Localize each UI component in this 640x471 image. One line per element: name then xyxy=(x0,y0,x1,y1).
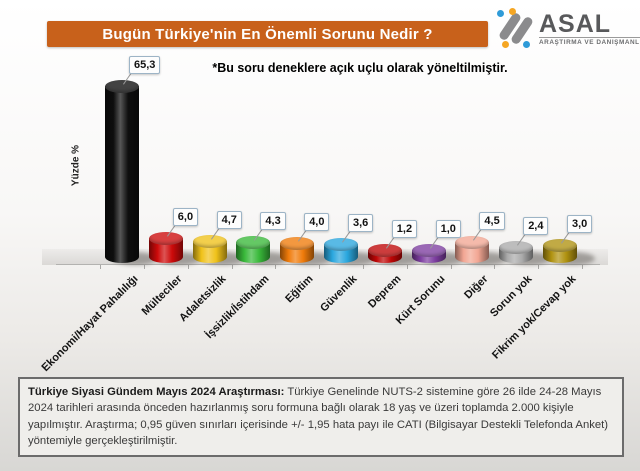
value-callout: 4,3 xyxy=(260,212,286,231)
value-callout: 4,0 xyxy=(304,212,330,231)
value-callout: 4,5 xyxy=(479,211,505,230)
chart-bar xyxy=(411,244,446,263)
chart-bar xyxy=(543,239,577,263)
value-callout: 3,0 xyxy=(567,215,593,234)
chart-bar xyxy=(280,236,315,263)
logo-subtitle: ARAŞTIRMA VE DANIŞMANLIK xyxy=(539,37,640,46)
value-callout: 6,0 xyxy=(172,207,199,226)
value-callout: 1,2 xyxy=(391,219,418,238)
value-callout: 65,3 xyxy=(129,56,161,75)
axis-tick xyxy=(275,265,277,269)
axis-tick xyxy=(538,265,540,269)
chart-bar-top xyxy=(192,235,227,248)
chart-bar-top xyxy=(411,244,446,258)
chart-bar-top xyxy=(499,240,534,254)
page-title-text: Bugün Türkiye'nin En Önemli Sorunu Nedir… xyxy=(102,25,433,43)
axis-tick xyxy=(100,265,102,269)
logo-name: ASAL xyxy=(539,10,612,38)
chart-bar-top xyxy=(105,80,139,94)
chart-bar-top xyxy=(148,231,183,245)
methodology-note-title: Türkiye Siyasi Gündem Mayıs 2024 Araştır… xyxy=(28,386,285,398)
methodology-note-body: Türkiye Genelinde NUTS-2 sistemine göre … xyxy=(28,386,609,448)
chart-bar-top xyxy=(455,235,490,249)
methodology-note: Türkiye Siyasi Gündem Mayıs 2024 Araştır… xyxy=(18,377,624,457)
chart-bar xyxy=(148,231,183,263)
chart-bar-top xyxy=(367,243,402,257)
axis-tick xyxy=(494,265,496,269)
axis-tick xyxy=(450,265,452,269)
chart-bar-top xyxy=(236,236,271,250)
asal-logo-icon xyxy=(496,8,536,50)
chart-footnote: *Bu soru deneklere açık uçlu olarak yöne… xyxy=(212,61,508,75)
logo-dot-icon xyxy=(523,41,530,48)
value-callout: 1,0 xyxy=(435,220,461,239)
x-axis-line xyxy=(56,264,600,265)
chart-bar xyxy=(499,240,534,263)
logo-text: ASAL ARAŞTIRMA VE DANIŞMANLIK xyxy=(539,12,640,46)
asal-logo: ASAL ARAŞTIRMA VE DANIŞMANLIK xyxy=(496,6,640,52)
logo-dot-icon xyxy=(509,8,516,15)
value-callout: 4,7 xyxy=(216,211,242,229)
axis-tick xyxy=(231,265,233,269)
page-title: Bugün Türkiye'nin En Önemli Sorunu Nedir… xyxy=(47,21,488,47)
value-callout: 3,6 xyxy=(348,213,374,232)
logo-dot-icon xyxy=(502,41,509,48)
chart-bar xyxy=(105,80,139,263)
y-axis-label: Yüzde % xyxy=(70,144,82,187)
axis-tick xyxy=(319,265,321,269)
axis-tick xyxy=(187,265,189,269)
axis-tick xyxy=(581,265,583,269)
chart-bar xyxy=(455,235,490,263)
chart-bar xyxy=(324,237,358,263)
axis-tick xyxy=(143,265,145,269)
chart-bar xyxy=(367,243,402,263)
chart-bar xyxy=(192,235,227,263)
chart-bar-top xyxy=(280,236,315,250)
axis-tick xyxy=(406,265,408,269)
chart-bar-top xyxy=(543,239,577,253)
logo-dot-icon xyxy=(497,10,504,17)
chart-bar xyxy=(236,236,271,263)
axis-tick xyxy=(362,265,364,269)
chart-bar-body xyxy=(105,86,139,263)
value-callout: 2,4 xyxy=(523,216,549,235)
chart-bar-top xyxy=(324,237,358,251)
